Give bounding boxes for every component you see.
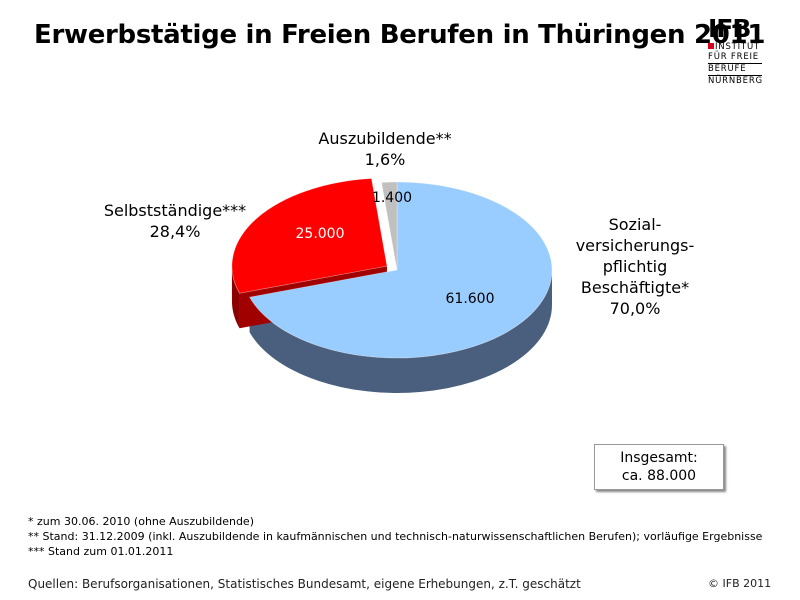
label-sozial-percent: 70,0% <box>609 299 661 318</box>
label-selbststaendige: Selbstständige*** 28,4% <box>80 200 270 242</box>
logo-line-1: INSTITUT <box>715 42 760 52</box>
slice-sozialversichert-top <box>248 181 553 359</box>
source-line: Quellen: Berufsorganisationen, Statistis… <box>28 577 581 591</box>
logo-mark: IFB <box>708 14 751 43</box>
label-sozial-line-3: pflichtig <box>602 257 668 276</box>
label-sozial-line-4: Beschäftigte* <box>580 278 690 297</box>
label-selbststaendige-name: Selbstständige*** <box>103 201 247 220</box>
footnote-2: ** Stand: 31.12.2009 (inkl. Auszubildend… <box>28 530 763 543</box>
logo-divider <box>708 63 762 64</box>
label-sozial-line-1: Sozial- <box>608 215 662 234</box>
logo-line-4: NÜRNBERG <box>708 76 763 86</box>
value-label-sozialversichert: 61.600 <box>446 291 495 307</box>
value-label-selbststaendige: 25.000 <box>296 226 345 242</box>
slice-selbststaendige-top <box>231 178 388 294</box>
footnote-3: *** Stand zum 01.01.2011 <box>28 545 174 558</box>
label-auszubildende-name: Auszubildende** <box>318 129 452 148</box>
value-label-auszubildende: 1.400 <box>372 190 412 206</box>
ifb-logo: IFB INSTITUT FÜR FREIE BERUFE NÜRNBERG <box>708 16 764 86</box>
label-auszubildende: Auszubildende** 1,6% <box>300 128 470 170</box>
label-auszubildende-percent: 1,6% <box>364 150 406 169</box>
footnote-1: * zum 30.06. 2010 (ohne Auszubildende) <box>28 515 254 528</box>
total-box: Insgesamt: ca. 88.000 <box>594 444 724 490</box>
logo-line-3: BERUFE <box>708 64 747 74</box>
page-title: Erwerbstätige in Freien Berufen in Thüri… <box>34 20 766 50</box>
logo-line-2: FÜR FREIE <box>708 52 759 62</box>
label-sozial-line-2: versicherungs- <box>575 236 695 255</box>
logo-divider <box>708 75 762 76</box>
slice-selbststaendige-side <box>231 266 240 329</box>
label-sozialversichert: Sozial- versicherungs- pflichtig Beschäf… <box>560 214 710 319</box>
total-line-1: Insgesamt: <box>620 450 698 466</box>
label-selbststaendige-percent: 28,4% <box>149 222 201 241</box>
red-square-icon <box>708 43 714 49</box>
slice-sozialversichert-side <box>249 270 552 393</box>
slice-auszubildende-top <box>381 181 398 271</box>
copyright: © IFB 2011 <box>708 577 772 590</box>
total-line-2: ca. 88.000 <box>621 468 697 484</box>
